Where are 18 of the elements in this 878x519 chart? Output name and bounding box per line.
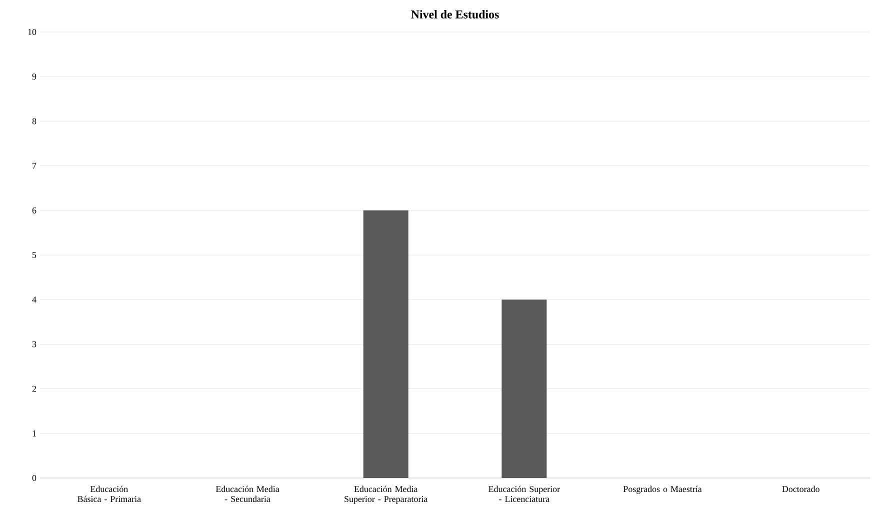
y-tick-label: 4: [32, 296, 36, 303]
x-tick-label: Educación Media Superior - Preparatoria: [344, 486, 428, 504]
x-tick-label: Educación Básica - Primaria: [78, 486, 141, 502]
x-tick-label: Educación Superior - Licenciatura: [488, 486, 560, 502]
y-tick-label: 7: [32, 162, 36, 169]
y-tick-label: 1: [32, 430, 36, 436]
x-tick-label: Educación Media - Secundaria: [216, 486, 280, 502]
y-tick-label: 10: [28, 28, 36, 36]
chart-title: Nivel de Estudios: [411, 10, 499, 18]
y-tick-label: 5: [32, 252, 36, 258]
y-tick-label: 3: [32, 341, 36, 348]
y-tick-label: 6: [32, 207, 36, 214]
y-tick-label: 9: [32, 74, 36, 80]
x-tick-label: Posgrados o Maestría: [623, 486, 702, 494]
y-tick-label: 8: [32, 118, 36, 124]
y-tick-label: 2: [32, 386, 36, 392]
x-tick-label: Doctorado: [782, 486, 820, 492]
y-tick-label: 0: [32, 474, 36, 482]
